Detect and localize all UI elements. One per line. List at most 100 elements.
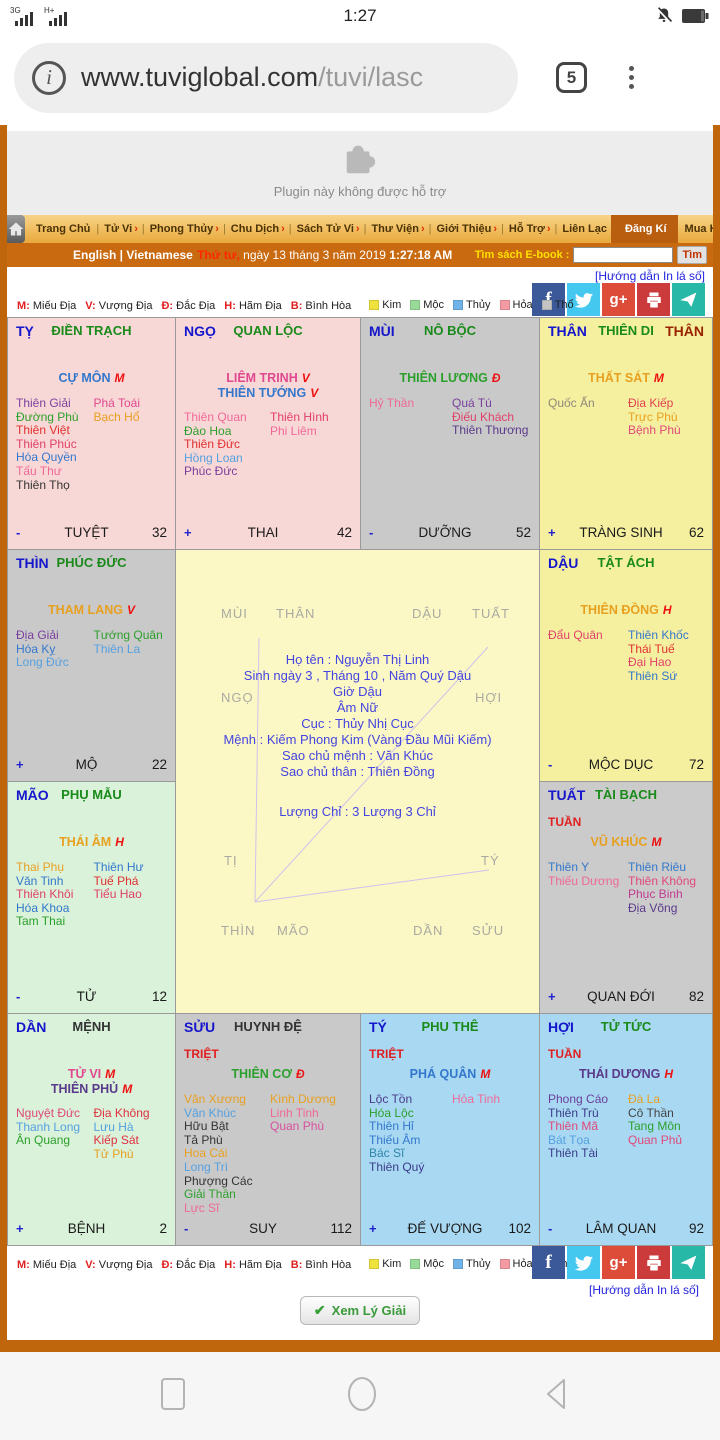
paper-plane-icon <box>679 292 696 307</box>
twitter-button[interactable] <box>567 1246 600 1279</box>
minor-star: Nguyệt Đức <box>16 1106 81 1120</box>
tuan-triet-label: TUẦN <box>548 815 582 829</box>
paper-plane-icon <box>679 1255 696 1270</box>
sub-header: English | Vietnamese Thứ tư, ngày 13 thá… <box>7 243 713 267</box>
nav-separator: | <box>141 223 145 235</box>
share-button[interactable] <box>672 283 705 316</box>
minor-star: Long Đức <box>16 655 69 670</box>
nav-item[interactable]: | Chu Dịch › <box>221 215 287 243</box>
legend-key: V: Vượng Địa <box>85 1259 153 1271</box>
print-button[interactable] <box>637 1246 670 1279</box>
minor-star: Tử Phù <box>93 1146 134 1161</box>
minor-star: Thiên Giải <box>16 396 71 410</box>
ebook-search-button[interactable]: Tìm <box>677 246 707 264</box>
minor-star: Đà La <box>628 1092 661 1106</box>
star-grade: M <box>114 371 125 385</box>
star-grade: M <box>651 835 662 849</box>
tuan-triet-label <box>369 351 531 369</box>
minor-star: Văn Khúc <box>184 1105 237 1120</box>
star-grade: Đ <box>296 1067 305 1081</box>
life-cycle-name: THAI <box>247 525 279 540</box>
chevron-right-icon: › <box>215 223 219 235</box>
date-display: Thứ tư, ngày 13 tháng 3 năm 2019 1:27:18… <box>197 248 453 262</box>
nav-item[interactable]: Đăng Kí <box>610 215 678 243</box>
fate-triangle-lines <box>254 637 490 903</box>
nav-item[interactable]: | Sách Tử Vi › <box>287 215 362 243</box>
back-button[interactable] <box>540 1376 574 1416</box>
view-interpretation-button[interactable]: ✔ Xem Lý Giải <box>299 1296 421 1325</box>
minor-star: Lưu Hà <box>93 1119 134 1134</box>
minor-star: Tuế Phá <box>93 873 139 888</box>
nav-item[interactable]: | Giới Thiệu › <box>427 215 499 243</box>
person-info: Họ tên : Nguyễn Thị Linh Sinh ngày 3 , T… <box>176 652 539 820</box>
chevron-right-icon: › <box>546 223 551 235</box>
compass-mui: MÙI <box>221 606 248 621</box>
element-legend-item: Mộc <box>410 299 444 311</box>
nav-item[interactable]: Trang Chủ <box>29 215 94 243</box>
url-domain: www.tuviglobal.com <box>81 62 319 92</box>
minor-star: Hóa Lộc <box>369 1105 414 1120</box>
language-switcher[interactable]: English | Vietnamese <box>73 248 193 262</box>
yin-yang-sign: - <box>184 1221 189 1236</box>
minor-star: Thiên Riêu <box>628 860 687 874</box>
facebook-button[interactable]: f <box>532 1246 565 1279</box>
minor-star: Hồng Loan <box>184 450 243 465</box>
than-cu-label: THÂN <box>665 323 704 339</box>
print-guide-link[interactable]: [Hướng dẫn In lá số] <box>595 269 705 283</box>
palace-cell: THÌN PHÚC ĐỨC THAM LANG V Địa Giải Hóa <box>8 550 175 781</box>
minor-star: Quan Phù <box>270 1119 325 1134</box>
minor-star: Bạch Hổ <box>93 409 140 424</box>
facebook-button[interactable]: f <box>532 283 565 316</box>
home-icon[interactable] <box>7 215 25 243</box>
age-number: 22 <box>151 757 167 772</box>
minor-star: Tam Thai <box>16 914 66 929</box>
browser-menu-button[interactable] <box>629 66 634 89</box>
url-input[interactable]: i www.tuviglobal.com/tuvi/lasc <box>14 42 518 113</box>
element-legend-item: Thủy <box>453 1258 491 1270</box>
minor-star: Quốc Ấn <box>548 396 595 410</box>
compass-ti: TỊ <box>224 853 238 868</box>
nav-item[interactable]: Mua Hộ Hàng Mỹ <box>678 215 713 243</box>
nav-item[interactable]: | Hỗ Trợ › <box>499 215 552 243</box>
ebook-search-input[interactable] <box>573 247 674 263</box>
plugin-warning: Plugin này không được hỗ trợ <box>273 184 447 199</box>
major-star-name: THẤT SÁT <box>588 371 650 385</box>
major-star: THIÊN LƯƠNG Đ <box>369 371 531 386</box>
branch-label: TÝ <box>369 1019 387 1035</box>
minor-star: Thiên Thọ <box>16 477 70 492</box>
minor-star: Bát Tọa <box>548 1132 590 1147</box>
home-button[interactable] <box>344 1376 380 1416</box>
palace-cell: THÂN THIÊN DI THÂN THẤT SÁT M Quốc Ấn <box>540 318 712 549</box>
minor-star: Tướng Quân <box>93 628 163 642</box>
minor-star: Quan Phủ <box>628 1132 683 1147</box>
signal-3g-icon: 3G <box>10 6 33 26</box>
minor-star: Thiên Khốc <box>628 628 689 642</box>
major-star-name: THÁI DƯƠNG <box>578 1067 661 1081</box>
nav-item[interactable]: | Thư Viện › <box>362 215 427 243</box>
mute-bell-icon <box>656 7 673 24</box>
element-legend-item: Hỏa <box>499 1258 533 1270</box>
print-button[interactable] <box>637 283 670 316</box>
nav-item[interactable]: | Phong Thủy › <box>140 215 221 243</box>
page-info-icon[interactable]: i <box>32 60 66 95</box>
recents-button[interactable] <box>156 1376 190 1416</box>
nav-item[interactable]: | Tử Vi › <box>94 215 139 243</box>
googleplus-button[interactable]: g+ <box>602 1246 635 1279</box>
googleplus-icon: g+ <box>609 291 628 308</box>
major-star-name: THAM LANG <box>47 603 123 617</box>
compass-suu: SỬU <box>472 923 505 938</box>
nav-item[interactable]: | Liên Lạc <box>553 215 611 243</box>
yin-yang-sign: - <box>16 525 21 540</box>
life-cycle-name: DƯỠNG <box>418 525 472 540</box>
element-legend-item: Thổ <box>541 299 574 311</box>
palace-name: TỬ TỨC <box>600 1019 652 1034</box>
status-bar: 3G H+ 1:27 <box>0 0 720 30</box>
twitter-button[interactable] <box>567 283 600 316</box>
compass-hoi: HỢI <box>475 690 503 705</box>
tab-switcher-button[interactable]: 5 <box>556 62 587 93</box>
color-swatch <box>499 1259 510 1269</box>
share-button[interactable] <box>672 1246 705 1279</box>
googleplus-button[interactable]: g+ <box>602 283 635 316</box>
minor-star: Hỷ Thần <box>369 396 415 410</box>
print-guide-link-bottom[interactable]: [Hướng dẫn In lá số] <box>589 1283 699 1297</box>
